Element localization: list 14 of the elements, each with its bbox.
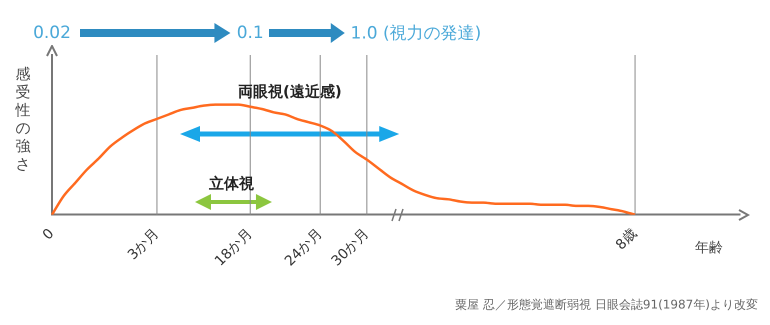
y-axis-title: 感受性の強さ (14, 65, 32, 173)
x-tick-label: 30か月 (328, 226, 372, 270)
x-axis-title: 年齢 (695, 238, 723, 257)
x-tick-label: 3か月 (124, 226, 162, 264)
text: 0.02 (33, 23, 71, 43)
text: 粟屋 忍／形態覚遮断弱視 日眼会誌91(1987年)より改変 (455, 296, 758, 314)
x-tick-label: 24か月 (282, 226, 326, 270)
x-tick-label: 18か月 (212, 226, 256, 270)
annotation: 立体視 (209, 174, 254, 194)
text: 0.1 (236, 23, 264, 43)
text: 両眼視(遠近感) (238, 82, 342, 102)
x-tick-label: 0 (40, 226, 58, 244)
x-tick-label: 8歳 (612, 226, 640, 254)
text: 1.0 (視力の発達) (350, 22, 482, 44)
